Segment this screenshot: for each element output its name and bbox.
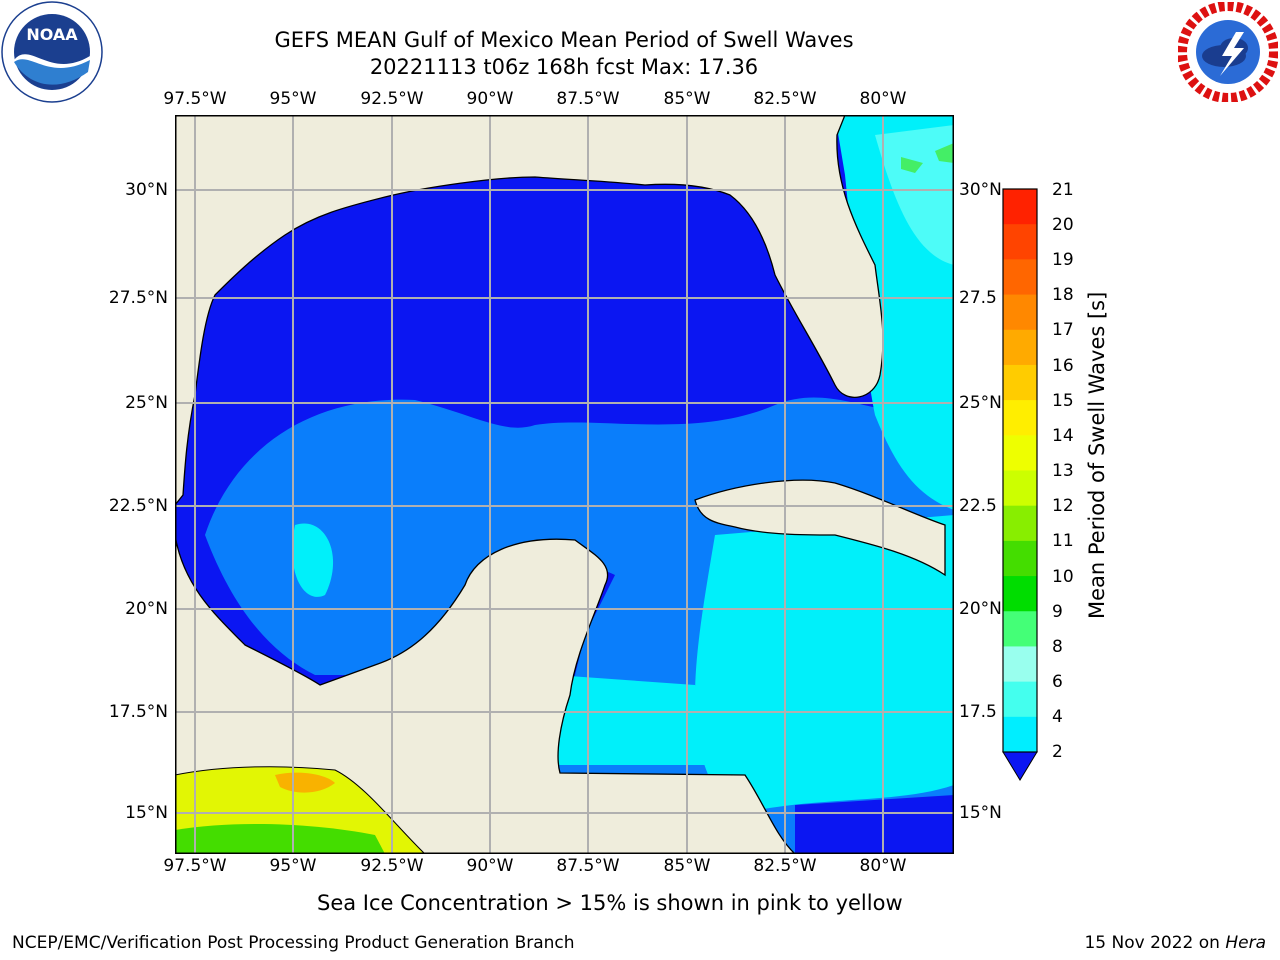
lat-label-left: 22.5°N (108, 496, 168, 516)
colorbar-block (1003, 400, 1037, 436)
colorbar-block (1003, 364, 1037, 401)
colorbar-block (1003, 540, 1037, 577)
lat-label-right: 17.5 (959, 702, 997, 722)
colorbar-tick: 8 (1052, 637, 1063, 657)
swell-zone-light-cyan (875, 125, 954, 265)
colorbar-block (1003, 576, 1037, 612)
gulf-map (174, 114, 954, 855)
lat-label-right: 25°N (959, 393, 1002, 413)
footer-date: 15 Nov 2022 on Hera (1084, 933, 1266, 953)
map-frame (175, 115, 954, 854)
lon-label-top: 80°W (859, 89, 907, 109)
colorbar-tick: 9 (1052, 602, 1063, 622)
noaa-logo-text: NOAA (26, 25, 78, 44)
colorbar-tick: 19 (1052, 250, 1074, 270)
colorbar-tick: 14 (1052, 426, 1074, 446)
colorbar (1002, 188, 1038, 782)
lon-label-bottom: 87.5°W (556, 856, 620, 876)
colorbar-block (1003, 681, 1037, 718)
colorbar-tick: 4 (1052, 707, 1063, 727)
lon-label-top: 87.5°W (556, 89, 620, 109)
colorbar-block (1003, 470, 1037, 507)
colorbar-block (1003, 294, 1037, 331)
colorbar-block (1003, 329, 1037, 366)
swell-zone-cyan-southwest (555, 675, 735, 765)
lat-label-right: 15°N (959, 803, 1002, 823)
colorbar-block (1003, 646, 1037, 683)
lon-label-top: 92.5°W (360, 89, 424, 109)
colorbar-tick: 6 (1052, 672, 1063, 692)
colorbar-frame (1002, 188, 1038, 753)
colorbar-block (1003, 435, 1037, 471)
colorbar-tick: 17 (1052, 320, 1074, 340)
lon-label-top: 95°W (269, 89, 317, 109)
lat-label-left: 17.5°N (108, 702, 168, 722)
colorbar-tick: 16 (1052, 356, 1074, 376)
swell-zone-pacific-green (175, 823, 385, 854)
lon-label-bottom: 95°W (269, 856, 317, 876)
sea-ice-note: Sea Ice Concentration > 15% is shown in … (317, 891, 903, 915)
colorbar-tick: 18 (1052, 285, 1074, 305)
swell-zone-cyan-caribbean (695, 515, 954, 815)
footer-credit: NCEP/EMC/Verification Post Processing Pr… (12, 933, 575, 953)
colorbar-extend-arrow (1002, 751, 1038, 781)
colorbar-block (1003, 189, 1037, 225)
colorbar-graphic (1002, 188, 1038, 781)
lat-label-right: 27.5 (959, 288, 997, 308)
lat-label-left: 25°N (125, 393, 168, 413)
lat-label-left: 15°N (125, 803, 168, 823)
colorbar-tick: 12 (1052, 496, 1074, 516)
lon-label-bottom: 80°W (859, 856, 907, 876)
lon-label-bottom: 85°W (663, 856, 711, 876)
colorbar-tick: 13 (1052, 461, 1074, 481)
colorbar-tick: 2 (1052, 742, 1063, 762)
noaa-logo: NOAA (0, 0, 104, 104)
colorbar-block (1003, 611, 1037, 647)
chart-subtitle: 20221113 t06z 168h fcst Max: 17.36 (369, 55, 759, 79)
colorbar-tick: 10 (1052, 567, 1074, 587)
colorbar-tick: 15 (1052, 391, 1074, 411)
lon-label-top: 97.5°W (163, 89, 227, 109)
lon-label-bottom: 82.5°W (753, 856, 817, 876)
nws-logo (1177, 1, 1279, 103)
chart-title: GEFS MEAN Gulf of Mexico Mean Period of … (274, 28, 854, 52)
swell-zone-pacific-orange (275, 772, 335, 793)
colorbar-block (1003, 224, 1037, 260)
lon-label-top: 85°W (663, 89, 711, 109)
map-panel (174, 114, 954, 855)
lat-label-right: 20°N (959, 599, 1002, 619)
colorbar-label: Mean Period of Swell Waves [s] (1085, 291, 1109, 619)
colorbar-block (1003, 716, 1037, 753)
gridlines (175, 115, 954, 854)
colorbar-tick: 11 (1052, 531, 1074, 551)
lat-label-left: 27.5°N (108, 288, 168, 308)
swell-zone-green-1 (901, 157, 923, 173)
lat-label-left: 30°N (125, 180, 168, 200)
lon-label-top: 82.5°W (753, 89, 817, 109)
lat-label-right: 30°N (959, 180, 1002, 200)
colorbar-block (1003, 259, 1037, 296)
colorbar-tick: 20 (1052, 215, 1074, 235)
lon-label-bottom: 97.5°W (163, 856, 227, 876)
colorbar-block (1003, 505, 1037, 542)
lat-label-left: 20°N (125, 599, 168, 619)
swell-zone-cyan-west (292, 523, 334, 597)
lon-label-bottom: 90°W (466, 856, 514, 876)
footer-host: Hera (1225, 933, 1266, 953)
lon-label-top: 90°W (466, 89, 514, 109)
lon-label-bottom: 92.5°W (360, 856, 424, 876)
swell-zone-deep-blue-south (795, 795, 954, 854)
lat-label-right: 22.5 (959, 496, 997, 516)
footer-date-text: 15 Nov 2022 on (1084, 933, 1226, 953)
colorbar-tick: 21 (1052, 180, 1074, 200)
swell-zone-green-2 (935, 143, 954, 163)
